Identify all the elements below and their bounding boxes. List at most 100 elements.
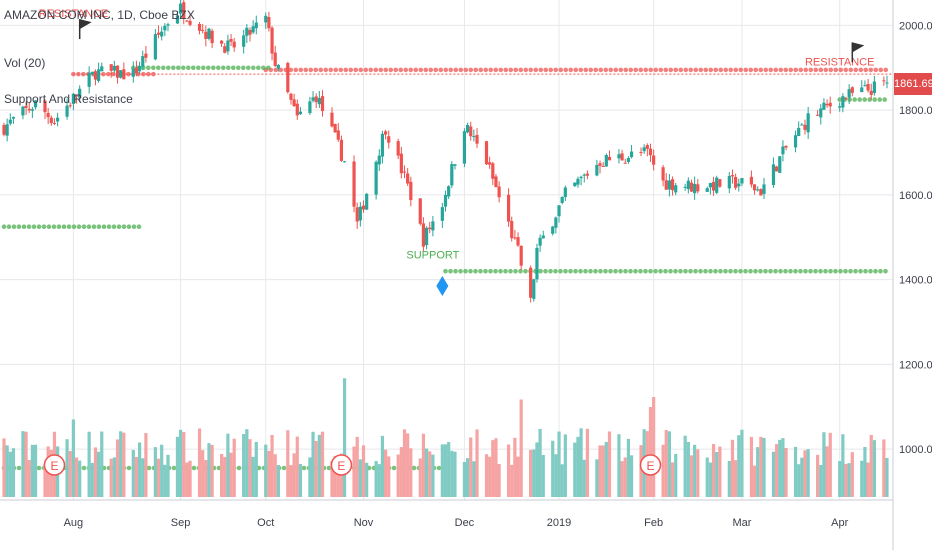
candle-body xyxy=(33,100,38,108)
candle-body xyxy=(270,27,274,54)
resistance-dot xyxy=(548,67,554,73)
candle-body xyxy=(387,136,391,143)
volume-bar xyxy=(248,439,252,497)
support-dot xyxy=(753,268,758,274)
resistance-dot xyxy=(488,67,494,73)
resistance-dot xyxy=(508,67,514,73)
candle-body xyxy=(78,88,82,98)
resistance-dot xyxy=(568,67,574,73)
candle-body xyxy=(141,56,145,67)
volume-bar xyxy=(144,433,148,497)
candle-body xyxy=(841,96,845,108)
support-dot xyxy=(623,268,628,274)
x-tick-label: Nov xyxy=(354,517,374,529)
resistance-dot xyxy=(323,67,329,73)
volume-bar xyxy=(317,434,321,497)
candle-body xyxy=(447,186,451,197)
volume-bar xyxy=(380,435,385,497)
volume-bar xyxy=(421,433,426,497)
support-dot xyxy=(116,224,122,229)
resistance-dot xyxy=(648,67,654,73)
support-dot xyxy=(863,268,868,274)
volume-bar xyxy=(409,448,413,497)
volume-bar xyxy=(601,445,605,497)
support-dot xyxy=(175,65,181,71)
candle-body xyxy=(683,186,687,188)
support-dot xyxy=(513,268,518,274)
candle-body xyxy=(112,65,116,71)
resistance-dot xyxy=(353,67,359,73)
support-dot xyxy=(758,268,763,274)
resistance-dot xyxy=(583,67,589,73)
candle-body xyxy=(295,103,299,116)
candle-body xyxy=(601,165,605,167)
volume-bar xyxy=(141,458,145,497)
volume-bar xyxy=(90,462,94,497)
support-dot xyxy=(190,65,196,71)
support-dot xyxy=(165,65,171,71)
candle-body xyxy=(201,29,205,31)
support-dot xyxy=(857,97,862,102)
indicator-legend[interactable]: Support And Resistance xyxy=(4,92,133,106)
resistance-dot xyxy=(368,67,374,73)
resistance-dot xyxy=(598,67,604,73)
volume-bar xyxy=(298,464,303,497)
resistance-dot xyxy=(428,67,434,73)
candle-body xyxy=(245,27,249,36)
candle-body xyxy=(519,245,523,266)
candle-body xyxy=(418,198,422,224)
support-dot xyxy=(76,224,82,229)
volume-bar xyxy=(752,465,757,497)
resistance-dot xyxy=(563,67,569,73)
support-dot xyxy=(448,268,453,274)
support-dot xyxy=(638,268,643,274)
volume-bar xyxy=(626,438,631,497)
candle-body xyxy=(115,65,120,78)
candle-body xyxy=(131,68,135,77)
candle-body xyxy=(175,15,180,24)
volume-bar xyxy=(582,459,586,497)
volume-bar xyxy=(254,441,258,497)
support-dot xyxy=(628,268,633,274)
candle-body xyxy=(179,3,183,14)
volume-bar xyxy=(822,432,826,497)
volume-bar xyxy=(718,446,722,497)
support-dot xyxy=(468,268,473,274)
volume-bar xyxy=(554,454,558,497)
candle-body xyxy=(286,62,290,93)
support-dot xyxy=(41,224,47,229)
volume-bar xyxy=(885,457,889,497)
resistance-dot xyxy=(733,67,739,73)
symbol-legend[interactable]: AMAZON COM INC, 1D, Cboe BZX xyxy=(4,8,195,22)
volume-bar xyxy=(365,462,369,497)
volume-bar xyxy=(24,431,28,497)
candle-body xyxy=(715,177,719,193)
resistance-dot xyxy=(478,67,484,73)
flag-icon xyxy=(79,19,92,30)
volume-legend[interactable]: Vol (20) xyxy=(4,56,46,70)
volume-bar xyxy=(506,444,511,497)
support-dot xyxy=(818,268,823,274)
resistance-dot xyxy=(543,67,549,73)
support-dot xyxy=(668,268,673,274)
candle-body xyxy=(156,32,161,35)
volume-bar xyxy=(819,464,823,497)
support-dot xyxy=(783,268,788,274)
support-dot xyxy=(508,268,513,274)
support-dot xyxy=(326,465,332,471)
candle-body xyxy=(242,35,246,47)
volume-bar xyxy=(160,444,164,497)
resistance-dot xyxy=(608,67,614,73)
candle-body xyxy=(576,178,580,185)
candle-body xyxy=(762,184,766,194)
candle-body xyxy=(617,154,621,159)
candle-body xyxy=(8,119,12,124)
support-dot xyxy=(693,268,698,274)
resistance-dot xyxy=(483,67,489,73)
volume-bar xyxy=(21,431,25,497)
candle-body xyxy=(623,162,627,164)
support-dot xyxy=(220,65,226,71)
candle-body xyxy=(314,96,318,103)
support-dot xyxy=(131,224,137,229)
support-dot xyxy=(673,268,678,274)
